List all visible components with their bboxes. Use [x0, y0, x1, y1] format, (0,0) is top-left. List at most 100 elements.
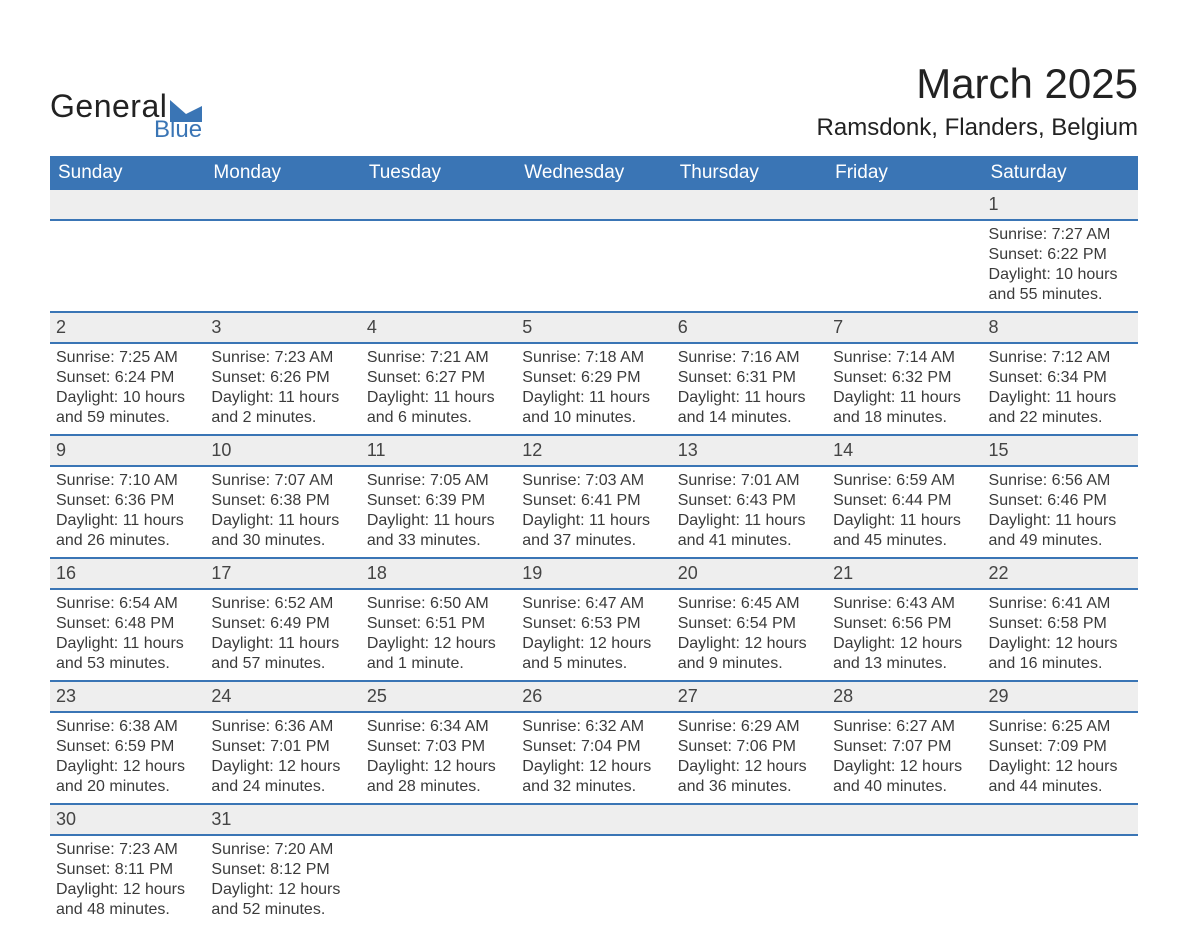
day-cell: Sunrise: 7:01 AMSunset: 6:43 PMDaylight:…	[672, 466, 827, 558]
daylight-text: Daylight: 11 hours and 37 minutes.	[522, 511, 665, 551]
sunset-text: Sunset: 8:11 PM	[56, 860, 199, 880]
day-number: 4	[367, 317, 377, 337]
daylight-text: Daylight: 11 hours and 57 minutes.	[211, 634, 354, 674]
daynum-cell: 23	[50, 681, 205, 712]
daylight-text: Daylight: 11 hours and 14 minutes.	[678, 388, 821, 428]
day-cell: Sunrise: 7:21 AMSunset: 6:27 PMDaylight:…	[361, 343, 516, 435]
day-cell: Sunrise: 6:38 AMSunset: 6:59 PMDaylight:…	[50, 712, 205, 804]
day-number: 16	[56, 563, 76, 583]
week-daynum-row: 23242526272829	[50, 681, 1138, 712]
day-cell: Sunrise: 6:27 AMSunset: 7:07 PMDaylight:…	[827, 712, 982, 804]
day-number: 3	[211, 317, 221, 337]
sunset-text: Sunset: 6:49 PM	[211, 614, 354, 634]
daynum-cell: 31	[205, 804, 360, 835]
day-info: Sunrise: 6:52 AMSunset: 6:49 PMDaylight:…	[211, 594, 354, 674]
daynum-cell: 27	[672, 681, 827, 712]
daynum-cell: 7	[827, 312, 982, 343]
day-cell: Sunrise: 6:41 AMSunset: 6:58 PMDaylight:…	[983, 589, 1138, 681]
month-title: March 2025	[817, 60, 1138, 108]
daylight-text: Daylight: 11 hours and 45 minutes.	[833, 511, 976, 551]
sunrise-text: Sunrise: 7:16 AM	[678, 348, 821, 368]
day-info: Sunrise: 7:23 AMSunset: 8:11 PMDaylight:…	[56, 840, 199, 920]
day-info: Sunrise: 6:41 AMSunset: 6:58 PMDaylight:…	[989, 594, 1132, 674]
sunrise-text: Sunrise: 6:52 AM	[211, 594, 354, 614]
sunrise-text: Sunrise: 6:32 AM	[522, 717, 665, 737]
day-info: Sunrise: 6:59 AMSunset: 6:44 PMDaylight:…	[833, 471, 976, 551]
day-cell: Sunrise: 6:54 AMSunset: 6:48 PMDaylight:…	[50, 589, 205, 681]
sunset-text: Sunset: 7:04 PM	[522, 737, 665, 757]
daylight-text: Daylight: 11 hours and 10 minutes.	[522, 388, 665, 428]
day-number: 9	[56, 440, 66, 460]
daynum-cell: 19	[516, 558, 671, 589]
header: General Blue March 2025 Ramsdonk, Flande…	[50, 60, 1138, 142]
day-number: 2	[56, 317, 66, 337]
daylight-text: Daylight: 12 hours and 32 minutes.	[522, 757, 665, 797]
sunrise-text: Sunrise: 7:03 AM	[522, 471, 665, 491]
day-number: 24	[211, 686, 231, 706]
day-info: Sunrise: 7:18 AMSunset: 6:29 PMDaylight:…	[522, 348, 665, 428]
daylight-text: Daylight: 11 hours and 33 minutes.	[367, 511, 510, 551]
daynum-cell: 15	[983, 435, 1138, 466]
daynum-cell	[516, 804, 671, 835]
daylight-text: Daylight: 12 hours and 52 minutes.	[211, 880, 354, 920]
day-info: Sunrise: 7:07 AMSunset: 6:38 PMDaylight:…	[211, 471, 354, 551]
week-info-row: Sunrise: 6:38 AMSunset: 6:59 PMDaylight:…	[50, 712, 1138, 804]
daylight-text: Daylight: 12 hours and 20 minutes.	[56, 757, 199, 797]
sunrise-text: Sunrise: 6:50 AM	[367, 594, 510, 614]
sunrise-text: Sunrise: 7:20 AM	[211, 840, 354, 860]
day-info: Sunrise: 6:50 AMSunset: 6:51 PMDaylight:…	[367, 594, 510, 674]
day-cell	[672, 220, 827, 312]
daynum-cell	[827, 190, 982, 220]
day-number: 13	[678, 440, 698, 460]
daylight-text: Daylight: 11 hours and 53 minutes.	[56, 634, 199, 674]
daylight-text: Daylight: 12 hours and 40 minutes.	[833, 757, 976, 797]
day-number: 10	[211, 440, 231, 460]
calendar-table: Sunday Monday Tuesday Wednesday Thursday…	[50, 156, 1138, 926]
sunrise-text: Sunrise: 6:56 AM	[989, 471, 1132, 491]
daynum-cell: 8	[983, 312, 1138, 343]
day-cell: Sunrise: 7:10 AMSunset: 6:36 PMDaylight:…	[50, 466, 205, 558]
day-number: 1	[989, 194, 999, 214]
sunrise-text: Sunrise: 7:18 AM	[522, 348, 665, 368]
sunrise-text: Sunrise: 7:07 AM	[211, 471, 354, 491]
daylight-text: Daylight: 11 hours and 22 minutes.	[989, 388, 1132, 428]
day-cell: Sunrise: 7:18 AMSunset: 6:29 PMDaylight:…	[516, 343, 671, 435]
day-info: Sunrise: 6:54 AMSunset: 6:48 PMDaylight:…	[56, 594, 199, 674]
day-cell: Sunrise: 6:29 AMSunset: 7:06 PMDaylight:…	[672, 712, 827, 804]
day-number: 26	[522, 686, 542, 706]
day-header: Tuesday	[361, 156, 516, 190]
daynum-cell: 12	[516, 435, 671, 466]
day-info: Sunrise: 6:45 AMSunset: 6:54 PMDaylight:…	[678, 594, 821, 674]
daylight-text: Daylight: 12 hours and 24 minutes.	[211, 757, 354, 797]
sunset-text: Sunset: 6:51 PM	[367, 614, 510, 634]
daylight-text: Daylight: 12 hours and 16 minutes.	[989, 634, 1132, 674]
daynum-cell: 6	[672, 312, 827, 343]
day-cell: Sunrise: 6:52 AMSunset: 6:49 PMDaylight:…	[205, 589, 360, 681]
day-number: 28	[833, 686, 853, 706]
day-info: Sunrise: 6:43 AMSunset: 6:56 PMDaylight:…	[833, 594, 976, 674]
day-cell	[672, 835, 827, 926]
day-number: 5	[522, 317, 532, 337]
sunrise-text: Sunrise: 6:27 AM	[833, 717, 976, 737]
sunset-text: Sunset: 6:53 PM	[522, 614, 665, 634]
daylight-text: Daylight: 11 hours and 2 minutes.	[211, 388, 354, 428]
day-cell: Sunrise: 7:14 AMSunset: 6:32 PMDaylight:…	[827, 343, 982, 435]
sunrise-text: Sunrise: 7:21 AM	[367, 348, 510, 368]
sunrise-text: Sunrise: 6:45 AM	[678, 594, 821, 614]
sunrise-text: Sunrise: 6:29 AM	[678, 717, 821, 737]
sunrise-text: Sunrise: 7:27 AM	[989, 225, 1132, 245]
day-number: 30	[56, 809, 76, 829]
daylight-text: Daylight: 12 hours and 28 minutes.	[367, 757, 510, 797]
day-cell	[516, 835, 671, 926]
day-info: Sunrise: 6:47 AMSunset: 6:53 PMDaylight:…	[522, 594, 665, 674]
sunrise-text: Sunrise: 7:14 AM	[833, 348, 976, 368]
day-cell: Sunrise: 6:59 AMSunset: 6:44 PMDaylight:…	[827, 466, 982, 558]
day-info: Sunrise: 7:16 AMSunset: 6:31 PMDaylight:…	[678, 348, 821, 428]
day-info: Sunrise: 7:12 AMSunset: 6:34 PMDaylight:…	[989, 348, 1132, 428]
day-number: 19	[522, 563, 542, 583]
sunset-text: Sunset: 6:48 PM	[56, 614, 199, 634]
day-cell	[361, 220, 516, 312]
sunset-text: Sunset: 6:58 PM	[989, 614, 1132, 634]
sunset-text: Sunset: 7:03 PM	[367, 737, 510, 757]
day-cell: Sunrise: 6:36 AMSunset: 7:01 PMDaylight:…	[205, 712, 360, 804]
